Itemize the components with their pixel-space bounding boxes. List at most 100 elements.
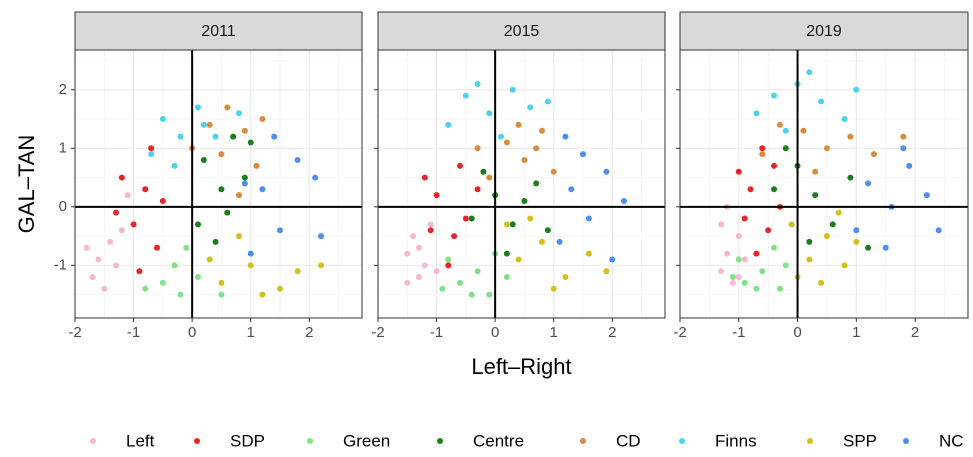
x-tick-label: 0 xyxy=(793,324,801,341)
point xyxy=(735,256,742,263)
point xyxy=(148,151,155,158)
point xyxy=(585,250,592,257)
x-tick-label: 1 xyxy=(550,324,558,341)
legend-label: Left xyxy=(126,431,155,450)
point xyxy=(735,168,742,175)
point xyxy=(776,285,783,292)
x-tick-label: 0 xyxy=(188,324,196,341)
point xyxy=(113,262,119,269)
point xyxy=(568,186,575,193)
point xyxy=(177,291,184,298)
point xyxy=(159,279,166,286)
point xyxy=(515,256,522,263)
point xyxy=(474,80,481,87)
legend-label: Finns xyxy=(715,431,757,450)
point xyxy=(142,186,149,193)
point xyxy=(503,139,510,146)
facet-title: 2019 xyxy=(806,23,842,40)
panel-background xyxy=(75,50,362,318)
point xyxy=(747,186,754,193)
strip xyxy=(679,11,969,51)
point xyxy=(735,233,742,240)
legend-item: SDP xyxy=(194,431,265,450)
point xyxy=(241,127,248,134)
point xyxy=(404,279,411,286)
x-tick-label: -2 xyxy=(371,324,384,341)
point xyxy=(142,285,149,292)
point xyxy=(177,133,184,140)
point xyxy=(539,127,545,134)
point xyxy=(462,92,469,99)
point xyxy=(776,121,783,128)
point xyxy=(503,250,510,257)
x-tick-label: 1 xyxy=(247,324,255,341)
legend-marker xyxy=(307,438,313,444)
point xyxy=(148,145,155,152)
legend-label: SPP xyxy=(843,431,877,450)
x-tick-label: 2 xyxy=(305,324,313,341)
point xyxy=(900,133,907,140)
point xyxy=(818,279,825,286)
point xyxy=(259,116,266,123)
point xyxy=(457,162,463,169)
point xyxy=(421,174,428,181)
point xyxy=(788,221,795,228)
point xyxy=(847,133,854,140)
point xyxy=(113,209,119,216)
point xyxy=(533,145,540,152)
legend-label: Green xyxy=(343,431,390,450)
point xyxy=(782,145,789,152)
point xyxy=(847,174,854,181)
point xyxy=(806,69,813,76)
point xyxy=(621,197,627,204)
point xyxy=(159,197,166,204)
point xyxy=(539,238,545,245)
point xyxy=(550,285,557,292)
point xyxy=(503,274,510,281)
point xyxy=(271,133,278,140)
point xyxy=(521,157,528,164)
point xyxy=(241,180,248,187)
point xyxy=(195,104,201,111)
point xyxy=(562,274,569,281)
legend-label: Centre xyxy=(473,431,524,450)
point xyxy=(421,262,428,269)
point xyxy=(771,92,778,99)
legend-marker xyxy=(807,438,813,444)
point xyxy=(200,121,207,128)
point xyxy=(247,139,254,146)
x-tick-label: 1 xyxy=(852,324,860,341)
y-tick-label: 0 xyxy=(59,198,67,215)
point xyxy=(759,151,766,158)
point xyxy=(718,268,725,275)
legend-marker xyxy=(679,438,685,444)
legend-item: CD xyxy=(580,431,641,450)
point xyxy=(474,145,481,152)
point xyxy=(729,279,736,286)
point xyxy=(853,86,860,93)
point xyxy=(433,268,440,275)
panel-border xyxy=(679,49,969,319)
point xyxy=(800,127,807,134)
point xyxy=(515,121,522,128)
point xyxy=(259,291,266,298)
point xyxy=(171,262,178,269)
point xyxy=(247,250,254,257)
point xyxy=(107,238,114,245)
point xyxy=(457,279,463,286)
point xyxy=(580,151,586,158)
point xyxy=(218,151,225,158)
point xyxy=(89,274,96,281)
point xyxy=(753,110,760,117)
x-tick-label: -1 xyxy=(127,324,140,341)
point xyxy=(503,221,510,228)
point xyxy=(753,285,760,292)
point xyxy=(200,157,207,164)
point xyxy=(445,262,452,269)
point xyxy=(509,86,516,93)
point xyxy=(212,133,219,140)
point xyxy=(718,221,725,228)
point xyxy=(294,157,301,164)
point xyxy=(603,168,610,175)
